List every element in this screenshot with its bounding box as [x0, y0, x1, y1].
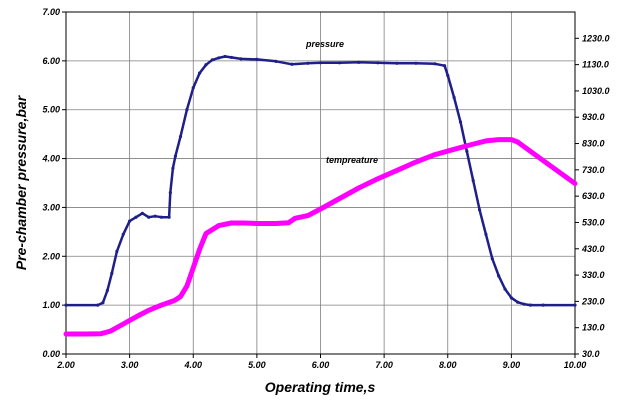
- y-tick-label: 3.00: [42, 202, 60, 212]
- pressure-data-point: [101, 301, 105, 305]
- y2-tick-label: 1230.0: [582, 33, 610, 43]
- y-tick-label: 1.00: [42, 300, 60, 310]
- pressure-data-point: [337, 61, 342, 65]
- pressure-data-point: [528, 303, 533, 307]
- y2-tick-label: 1130.0: [582, 60, 609, 70]
- pressure-data-point: [497, 274, 501, 278]
- pressure-data-point: [573, 303, 577, 307]
- x-axis-title: Operating time,s: [265, 379, 376, 395]
- pressure-data-point: [168, 191, 172, 195]
- y-axis-title: Pre-chamber pressure,bar: [13, 94, 29, 270]
- x-tick-label: 10.00: [564, 360, 587, 370]
- x-tick-label: 2.00: [56, 360, 75, 370]
- pressure-data-point: [115, 249, 119, 253]
- pressure-data-point: [140, 211, 144, 215]
- pressure-data-point: [442, 64, 447, 68]
- pressure-data-point: [446, 73, 450, 78]
- pressure-data-point: [395, 61, 399, 65]
- pressure-data-point: [178, 134, 183, 139]
- temperature-annotation: tempreature: [326, 155, 378, 165]
- pressure-data-point: [318, 61, 323, 65]
- y2-tick-label: 930.0: [582, 112, 605, 122]
- y2-tick-label: 830.0: [582, 139, 605, 149]
- pressure-data-point: [173, 154, 178, 158]
- y2-tick-label: 530.0: [582, 217, 605, 227]
- y-tick-label: 2.00: [41, 251, 60, 261]
- pressure-data-point: [110, 271, 114, 275]
- pressure-data-point: [414, 61, 418, 65]
- pressure-data-point: [452, 95, 456, 100]
- pressure-data-point: [458, 120, 463, 124]
- ticks: 2.00 3.00 4.00 5.00 6.00 7.00 8.00 9.00 10.00 0.0…: [41, 7, 609, 370]
- temperature-series-line: [63, 137, 578, 337]
- pressure-data-point: [503, 287, 507, 291]
- pressure-data-point: [509, 296, 513, 300]
- pressure-data-point: [465, 149, 469, 153]
- pressure-data-point: [255, 57, 259, 61]
- x-tick-label: 3.00: [121, 360, 139, 370]
- pressure-data-point: [204, 63, 208, 67]
- x-tick-label: 5.00: [248, 360, 266, 370]
- y-tick-label: 4.00: [41, 154, 60, 164]
- x-tick-label: 6.00: [312, 360, 330, 370]
- pressure-data-point: [357, 60, 361, 64]
- pressure-data-point: [198, 71, 202, 75]
- x-tick-label: 7.00: [375, 360, 393, 370]
- pressure-data-point: [121, 232, 125, 236]
- pressure-data-point: [217, 56, 221, 60]
- pressure-data-point: [185, 108, 189, 112]
- pressure-data-point: [167, 215, 171, 219]
- y2-tick-label: 230.0: [581, 296, 605, 306]
- pressure-data-point: [191, 86, 195, 90]
- pressure-data-point: [471, 178, 475, 183]
- pressure-data-point: [376, 61, 380, 65]
- pressure-data-point: [274, 59, 278, 63]
- pressure-data-point: [134, 215, 138, 219]
- pressure-data-point: [522, 302, 526, 306]
- grid: [66, 12, 575, 354]
- y2-tick-label: 1030.0: [582, 86, 610, 96]
- pressure-data-point: [516, 300, 520, 304]
- y-tick-label: 6.00: [42, 56, 60, 66]
- pressure-data-point: [96, 303, 100, 307]
- y-tick-label: 5.00: [42, 105, 60, 115]
- pressure-data-point: [171, 166, 175, 170]
- pressure-annotation: pressure: [305, 39, 344, 49]
- pressure-data-point: [64, 303, 68, 307]
- y2-tick-label: 30.0: [582, 349, 600, 359]
- x-tick-label: 8.00: [439, 360, 457, 370]
- pressure-data-point: [290, 62, 294, 66]
- pressure-data-point: [159, 215, 164, 219]
- pressure-data-point: [239, 57, 243, 61]
- pressure-data-point: [306, 61, 310, 65]
- pressure-data-point: [210, 58, 214, 62]
- pressure-data-point: [484, 232, 488, 236]
- pressure-data-point: [490, 257, 494, 261]
- y2-tick-label: 130.0: [582, 323, 605, 333]
- pressure-data-point: [229, 55, 234, 60]
- x-tick-label: 4.00: [183, 360, 202, 370]
- pressure-data-point: [223, 54, 227, 59]
- y2-tick-label: 730.0: [582, 165, 605, 175]
- y-tick-label: 0.00: [42, 349, 60, 359]
- y2-tick-label: 330.0: [582, 270, 605, 280]
- pressure-data-point: [433, 62, 437, 66]
- y2-tick-label: 430.0: [581, 244, 605, 254]
- series: [63, 54, 578, 337]
- pressure-data-point: [541, 303, 545, 307]
- y-tick-label: 7.00: [42, 7, 60, 17]
- x-tick-label: 9.00: [503, 360, 521, 370]
- pressure-data-point: [147, 215, 151, 219]
- pressure-data-point: [477, 208, 482, 212]
- pressure-data-point: [128, 219, 132, 223]
- y2-tick-label: 630.0: [582, 191, 605, 201]
- pressure-data-point: [153, 214, 157, 218]
- pressure-data-point: [105, 288, 109, 293]
